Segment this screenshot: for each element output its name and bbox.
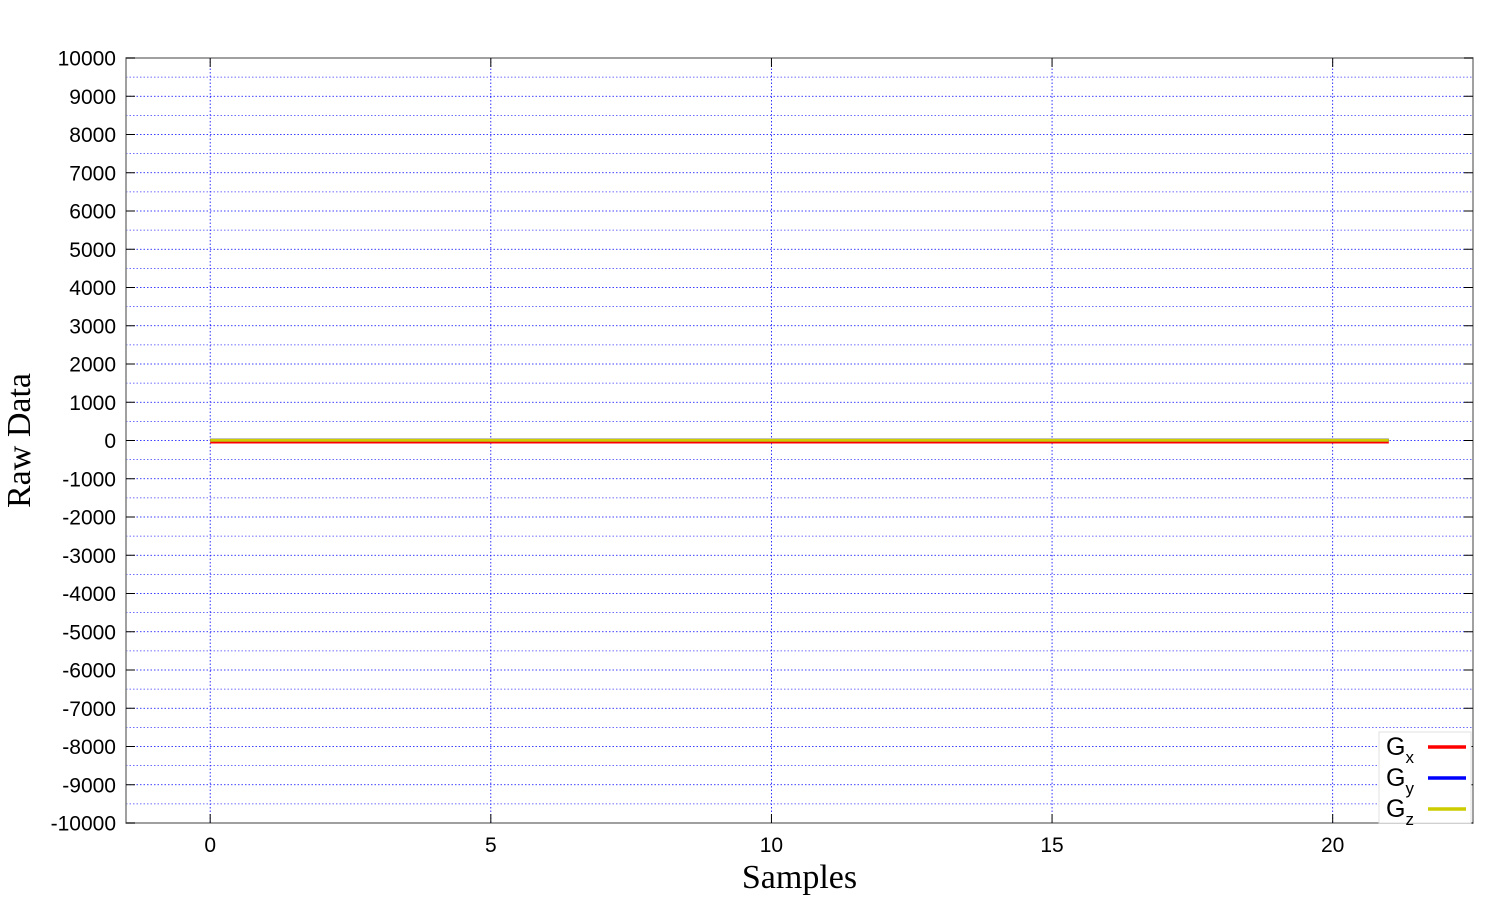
x-tick-label: 0 (204, 834, 216, 857)
x-axis-title: Samples (742, 859, 857, 896)
y-tick-label: 10000 (58, 48, 116, 71)
x-tick-label: 20 (1321, 834, 1344, 857)
y-axis-title: Raw Data (1, 373, 38, 508)
x-tick-label: 5 (485, 834, 497, 857)
y-tick-label: -7000 (62, 698, 116, 721)
y-tick-label: 1000 (69, 392, 116, 415)
y-tick-label: 2000 (69, 354, 116, 377)
legend-label: Gx (1386, 733, 1414, 767)
y-tick-label: -6000 (62, 660, 116, 683)
grid (126, 58, 1473, 823)
y-tick-label: 8000 (69, 124, 116, 147)
y-tick-label: 7000 (69, 162, 116, 185)
y-tick-label: -5000 (62, 621, 116, 644)
x-tick-label: 15 (1040, 834, 1063, 857)
ticks: 1000090008000700060005000400030002000100… (51, 48, 1473, 857)
y-tick-label: 9000 (69, 86, 116, 109)
series-lines (210, 438, 1389, 444)
y-tick-label: -1000 (62, 468, 116, 491)
y-tick-label: 0 (104, 430, 116, 453)
y-tick-label: -4000 (62, 583, 116, 606)
y-tick-label: -10000 (51, 813, 116, 836)
y-tick-label: -9000 (62, 774, 116, 797)
legend-label: Gy (1386, 764, 1414, 798)
x-tick-label: 10 (760, 834, 783, 857)
legend-label: Gz (1386, 795, 1414, 829)
y-tick-label: 4000 (69, 277, 116, 300)
y-tick-label: -8000 (62, 736, 116, 759)
y-tick-label: 3000 (69, 315, 116, 338)
y-tick-label: 6000 (69, 201, 116, 224)
y-tick-label: 5000 (69, 239, 116, 262)
y-tick-label: -3000 (62, 545, 116, 568)
y-tick-label: -2000 (62, 507, 116, 530)
